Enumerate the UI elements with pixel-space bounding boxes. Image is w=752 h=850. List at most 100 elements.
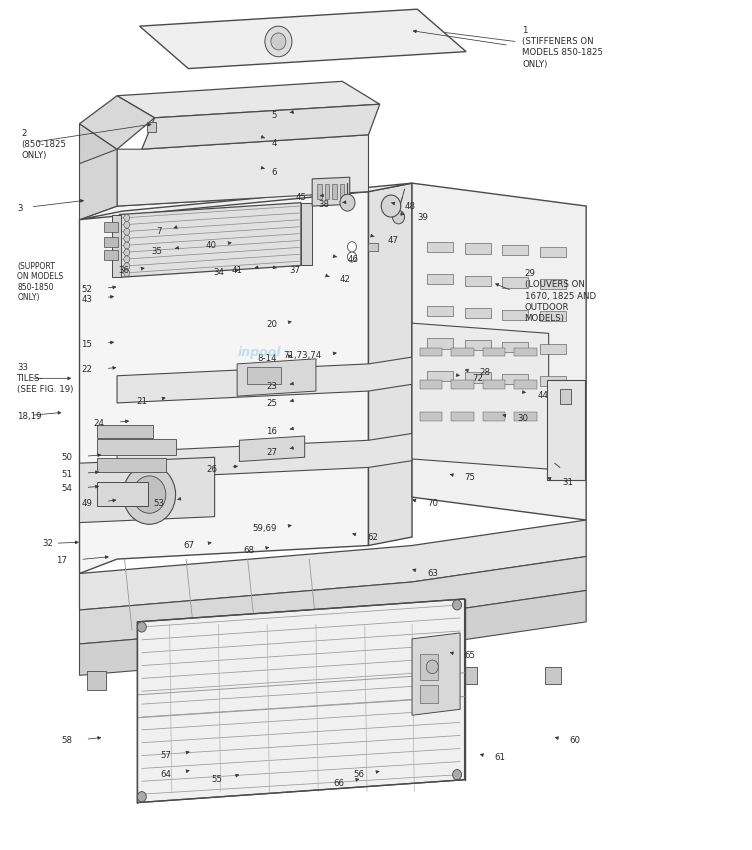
- Circle shape: [124, 222, 130, 229]
- Circle shape: [133, 476, 166, 513]
- Text: 3: 3: [17, 204, 23, 213]
- Circle shape: [381, 195, 401, 217]
- Circle shape: [124, 256, 130, 263]
- Bar: [540, 279, 566, 289]
- Polygon shape: [112, 214, 121, 277]
- Text: 63: 63: [427, 569, 438, 578]
- Polygon shape: [138, 599, 465, 802]
- Text: 21: 21: [136, 397, 147, 405]
- Text: 70: 70: [427, 499, 438, 507]
- Circle shape: [393, 210, 405, 224]
- Text: 75: 75: [465, 473, 475, 482]
- Bar: [97, 439, 175, 455]
- Text: 28: 28: [480, 368, 490, 377]
- Bar: [451, 412, 474, 421]
- Text: 60: 60: [570, 736, 581, 745]
- Bar: [465, 243, 491, 253]
- Bar: [427, 241, 453, 252]
- Polygon shape: [80, 96, 155, 150]
- Text: 8-14: 8-14: [257, 354, 277, 363]
- Bar: [427, 306, 453, 316]
- Circle shape: [123, 465, 175, 524]
- Bar: [545, 667, 562, 684]
- Bar: [451, 380, 474, 388]
- Text: 61: 61: [495, 753, 505, 762]
- Text: 6: 6: [271, 167, 277, 177]
- Text: 72: 72: [472, 374, 483, 382]
- Polygon shape: [237, 359, 316, 396]
- Bar: [460, 667, 477, 684]
- Text: 23: 23: [266, 382, 277, 391]
- Polygon shape: [80, 150, 117, 219]
- Text: 29
(LOUVERS ON
1670, 1825 AND
OUTDOOR
MODELS): 29 (LOUVERS ON 1670, 1825 AND OUTDOOR MO…: [525, 269, 596, 323]
- Circle shape: [138, 791, 147, 802]
- Text: 42: 42: [340, 275, 351, 284]
- Text: 31: 31: [562, 479, 573, 487]
- Text: 17: 17: [56, 556, 67, 565]
- Bar: [340, 184, 344, 199]
- Bar: [514, 412, 537, 421]
- Polygon shape: [117, 82, 380, 118]
- Text: 34: 34: [214, 268, 224, 277]
- Bar: [427, 338, 453, 348]
- Bar: [514, 348, 537, 356]
- Text: 26: 26: [206, 465, 217, 473]
- Polygon shape: [412, 183, 586, 520]
- Text: 57: 57: [161, 751, 172, 761]
- Text: 71,73,74: 71,73,74: [284, 351, 322, 360]
- Bar: [420, 412, 442, 421]
- Polygon shape: [117, 434, 412, 479]
- Text: 39: 39: [417, 212, 428, 222]
- Text: 64: 64: [161, 770, 172, 779]
- Circle shape: [124, 235, 130, 242]
- Polygon shape: [80, 124, 117, 189]
- Text: 16: 16: [266, 428, 277, 436]
- Bar: [105, 222, 118, 232]
- Circle shape: [124, 214, 130, 221]
- Bar: [147, 122, 156, 133]
- Bar: [247, 367, 280, 384]
- Circle shape: [347, 252, 356, 262]
- Bar: [97, 425, 153, 438]
- Text: 7: 7: [156, 227, 162, 236]
- Polygon shape: [239, 436, 305, 462]
- Bar: [105, 250, 118, 260]
- Polygon shape: [301, 202, 312, 265]
- Bar: [252, 672, 271, 689]
- Text: 45: 45: [296, 193, 307, 202]
- Text: 30: 30: [517, 414, 528, 422]
- Bar: [332, 184, 337, 199]
- Bar: [427, 371, 453, 381]
- Text: 56: 56: [353, 770, 365, 779]
- Text: 48: 48: [405, 201, 416, 211]
- Bar: [87, 672, 106, 689]
- Bar: [412, 672, 431, 689]
- Bar: [325, 184, 329, 199]
- Polygon shape: [80, 557, 586, 644]
- Text: 49: 49: [81, 499, 92, 507]
- Text: 58: 58: [61, 736, 72, 745]
- Text: 52: 52: [81, 285, 92, 294]
- Text: 44: 44: [538, 391, 548, 399]
- Polygon shape: [80, 591, 586, 676]
- Circle shape: [426, 660, 438, 674]
- Text: 65: 65: [465, 651, 475, 660]
- Circle shape: [347, 241, 356, 252]
- Bar: [502, 245, 529, 255]
- Circle shape: [271, 33, 286, 50]
- Bar: [465, 308, 491, 318]
- Text: 20: 20: [266, 320, 277, 329]
- Polygon shape: [120, 202, 301, 277]
- Text: 24: 24: [93, 419, 105, 428]
- Text: 53: 53: [153, 499, 165, 507]
- Circle shape: [124, 242, 130, 249]
- Polygon shape: [80, 457, 214, 523]
- Text: inpool: inpool: [238, 346, 281, 360]
- Text: (SUPPORT
ON MODELS
850-1850
ONLY): (SUPPORT ON MODELS 850-1850 ONLY): [17, 262, 63, 303]
- Bar: [451, 348, 474, 356]
- Bar: [420, 654, 438, 680]
- Polygon shape: [312, 177, 350, 206]
- Bar: [420, 380, 442, 388]
- Bar: [97, 482, 148, 506]
- Polygon shape: [80, 520, 586, 610]
